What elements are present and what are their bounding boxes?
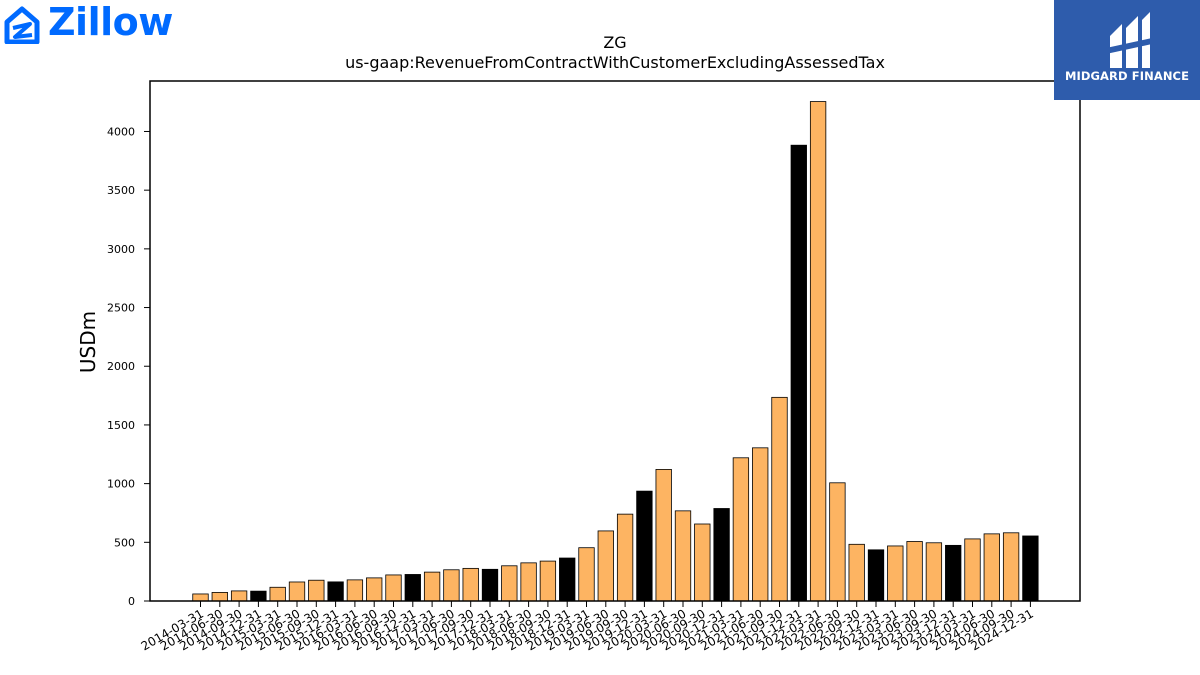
bar-2021-09-30 <box>771 396 788 602</box>
bar-2024-09-30 <box>1002 532 1020 602</box>
bar-2016-09-30 <box>385 574 402 602</box>
bar-2014-06-30 <box>211 592 228 602</box>
y-tick-label: 3500 <box>107 184 135 197</box>
y-tick-label: 500 <box>114 536 135 549</box>
y-tick-label: 4000 <box>107 125 135 138</box>
bar-2021-06-30 <box>752 447 769 602</box>
bar-2014-03-31 <box>192 593 209 602</box>
bar-2019-06-30 <box>597 530 614 602</box>
bar-2018-09-30 <box>539 560 557 602</box>
bar-2019-03-31 <box>578 547 595 602</box>
bar-group <box>192 101 1039 602</box>
bar-2017-09-30 <box>462 567 479 602</box>
bar-2019-09-30 <box>616 513 634 602</box>
bar-2023-09-30 <box>925 542 943 602</box>
y-tick-label: 1500 <box>107 419 135 432</box>
bar-2023-12-31 <box>945 544 962 602</box>
bar-2024-03-31 <box>964 538 981 602</box>
bar-2015-06-30 <box>288 581 306 602</box>
y-tick-label: 2500 <box>107 302 135 315</box>
midgard-wordmark: MIDGARD FINANCE <box>1064 69 1190 83</box>
bar-2020-09-30 <box>694 523 711 602</box>
bar-2015-03-31 <box>269 586 286 602</box>
bar-2018-06-30 <box>520 562 537 602</box>
chart-title: ZG <box>603 33 626 52</box>
bar-2016-12-31 <box>404 574 421 602</box>
bar-2017-12-31 <box>481 568 499 602</box>
bar-2020-12-31 <box>713 508 730 602</box>
bar-2014-12-31 <box>250 590 267 602</box>
x-axis-ticks: 2014-03-312014-06-302014-09-302014-12-31… <box>139 601 1036 653</box>
chart-subtitle: us-gaap:RevenueFromContractWithCustomerE… <box>345 53 885 72</box>
plot-frame <box>149 80 1081 602</box>
bar-2014-09-30 <box>230 590 248 602</box>
bar-2016-03-31 <box>346 579 364 602</box>
y-axis-label: USDm <box>76 311 100 373</box>
y-tick-label: 2000 <box>107 360 135 373</box>
bar-2022-09-30 <box>848 543 865 602</box>
bar-2017-03-31 <box>423 571 441 602</box>
bar-2020-03-31 <box>655 469 672 602</box>
bar-2024-12-31 <box>1022 535 1039 602</box>
bar-2016-06-30 <box>366 577 383 602</box>
zillow-house-icon <box>4 6 40 44</box>
bar-2022-03-31 <box>809 101 827 602</box>
midgard-finance-logo: MIDGARD FINANCE <box>1054 0 1200 100</box>
midgard-emblem-icon <box>1106 12 1152 68</box>
bar-2015-12-31 <box>327 581 344 602</box>
bar-2017-06-30 <box>443 569 460 602</box>
zillow-wordmark: Zillow <box>48 0 173 44</box>
bar-2019-12-31 <box>636 490 653 602</box>
bar-2020-06-30 <box>674 510 692 602</box>
bar-2022-06-30 <box>829 482 846 602</box>
bar-2023-06-30 <box>906 541 923 602</box>
bar-2023-03-31 <box>887 545 904 602</box>
bar-2015-09-30 <box>308 579 325 602</box>
bar-2022-12-31 <box>867 549 885 602</box>
bar-2018-03-31 <box>501 565 518 602</box>
zillow-logo: Zillow <box>4 0 179 46</box>
bar-2021-03-31 <box>732 457 750 602</box>
y-tick-label: 1000 <box>107 478 135 491</box>
bar-2018-12-31 <box>559 557 576 602</box>
y-tick-label: 0 <box>128 595 135 608</box>
bar-2024-06-30 <box>983 533 1000 602</box>
y-axis-ticks: 0 500 1000 1500 2000 2500 3000 3500 4000 <box>107 125 150 608</box>
bar-2021-12-31 <box>790 144 807 602</box>
y-tick-label: 3000 <box>107 243 135 256</box>
